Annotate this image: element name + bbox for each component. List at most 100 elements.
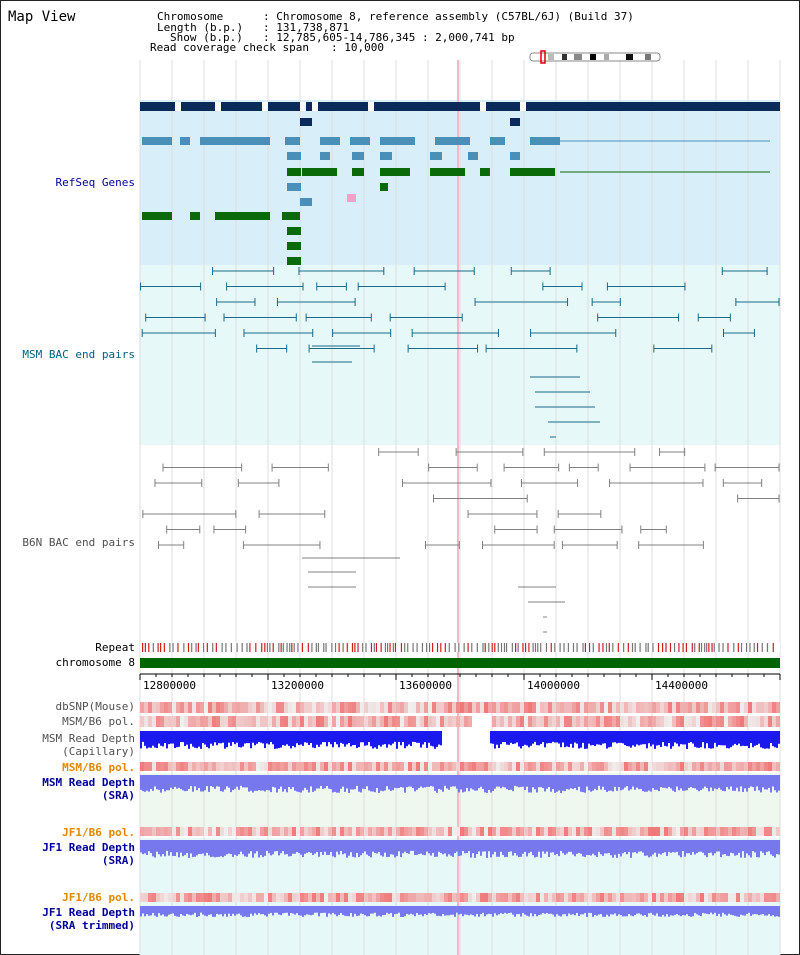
heat-cell bbox=[716, 702, 720, 713]
track-label-refseq[interactable]: RefSeq Genes bbox=[55, 176, 135, 189]
depth-bar bbox=[430, 775, 432, 786]
heat-cell bbox=[336, 827, 340, 836]
track-label-msm-read-cap-1[interactable]: MSM Read Depth bbox=[42, 732, 135, 745]
depth-bar bbox=[376, 906, 378, 917]
heat-cell bbox=[528, 702, 532, 713]
depth-bar bbox=[144, 775, 146, 792]
depth-bar bbox=[308, 906, 310, 915]
depth-bar bbox=[568, 775, 570, 790]
heat-cell bbox=[432, 702, 436, 713]
heat-cell bbox=[380, 827, 384, 836]
heat-cell bbox=[624, 827, 628, 836]
heat-cell bbox=[408, 762, 412, 771]
heat-cell bbox=[372, 702, 376, 713]
depth-bar bbox=[638, 840, 640, 852]
depth-bar bbox=[702, 775, 704, 789]
depth-bar bbox=[738, 731, 740, 744]
track-label-repeat[interactable]: Repeat bbox=[95, 641, 135, 654]
depth-bar bbox=[194, 840, 196, 857]
depth-bar bbox=[192, 906, 194, 915]
track-label-b6n-bac[interactable]: B6N BAC end pairs bbox=[22, 536, 135, 549]
heat-cell bbox=[440, 893, 444, 902]
heat-cell bbox=[376, 762, 380, 771]
depth-bar bbox=[674, 731, 676, 743]
repeat-mark bbox=[163, 643, 165, 652]
heat-cell bbox=[544, 702, 548, 713]
heat-cell bbox=[580, 893, 584, 902]
gene-exon bbox=[490, 137, 505, 145]
heat-cell bbox=[752, 893, 756, 902]
repeat-mark bbox=[685, 643, 687, 652]
depth-bar bbox=[204, 906, 206, 916]
depth-bar bbox=[726, 840, 728, 856]
heat-cell bbox=[680, 716, 684, 727]
depth-bar bbox=[600, 840, 602, 855]
depth-bar bbox=[598, 775, 600, 786]
depth-bar bbox=[334, 775, 336, 792]
depth-bar bbox=[286, 840, 288, 855]
depth-bar bbox=[184, 775, 186, 792]
depth-bar bbox=[302, 731, 304, 746]
depth-bar bbox=[672, 840, 674, 853]
depth-bar bbox=[358, 840, 360, 858]
track-label-msm-read-sra-1[interactable]: MSM Read Depth bbox=[42, 776, 135, 789]
heat-cell bbox=[276, 827, 280, 836]
depth-bar bbox=[628, 840, 630, 852]
heat-cell bbox=[748, 893, 752, 902]
heat-cell bbox=[608, 716, 612, 727]
depth-bar bbox=[714, 906, 716, 913]
depth-bar bbox=[156, 775, 158, 790]
heat-cell bbox=[188, 702, 192, 713]
heat-cell bbox=[300, 893, 304, 902]
gene-gap bbox=[215, 102, 221, 111]
track-label-msm-b6-pol-2[interactable]: MSM/B6 pol. bbox=[62, 761, 135, 774]
depth-bar bbox=[494, 840, 496, 852]
depth-bar bbox=[266, 906, 268, 917]
heat-cell bbox=[568, 762, 572, 771]
heat-cell bbox=[184, 827, 188, 836]
track-label-chromosome[interactable]: chromosome 8 bbox=[55, 656, 135, 669]
heat-cell bbox=[172, 702, 176, 713]
depth-bar bbox=[660, 906, 662, 917]
heat-cell bbox=[424, 893, 428, 902]
heat-cell bbox=[660, 762, 664, 771]
track-label-jf1-read-1[interactable]: JF1 Read Depth bbox=[42, 841, 135, 854]
heat-cell bbox=[640, 762, 644, 771]
track-label-msm-bac[interactable]: MSM BAC end pairs bbox=[22, 348, 135, 361]
repeat-mark bbox=[297, 643, 299, 652]
heat-cell bbox=[652, 893, 656, 902]
depth-bar bbox=[554, 906, 556, 917]
depth-bar bbox=[464, 840, 466, 854]
depth-bar bbox=[376, 775, 378, 788]
depth-bar bbox=[640, 775, 642, 789]
heat-cell bbox=[392, 702, 396, 713]
heat-cell bbox=[368, 762, 372, 771]
heat-cell bbox=[220, 716, 224, 727]
repeat-mark bbox=[503, 643, 506, 652]
repeat-mark bbox=[550, 643, 552, 652]
depth-bar bbox=[612, 840, 614, 858]
track-label-jf1-trim-1[interactable]: JF1 Read Depth bbox=[42, 906, 135, 919]
repeat-mark bbox=[634, 643, 636, 652]
depth-bar bbox=[630, 906, 632, 916]
heat-cell bbox=[208, 893, 212, 902]
heat-cell bbox=[296, 827, 300, 836]
track-label-jf1-b6-pol[interactable]: JF1/B6 pol. bbox=[62, 826, 135, 839]
track-label-dbsnp[interactable]: dbSNP(Mouse) bbox=[55, 700, 135, 713]
heat-cell bbox=[680, 893, 684, 902]
depth-bar bbox=[720, 731, 722, 746]
track-label-jf1-b6-pol-2[interactable]: JF1/B6 pol. bbox=[62, 891, 135, 904]
depth-bar bbox=[724, 840, 726, 854]
heat-cell bbox=[172, 893, 176, 902]
depth-bar bbox=[166, 775, 168, 791]
depth-bar bbox=[684, 840, 686, 857]
heat-cell bbox=[664, 716, 668, 727]
repeat-mark bbox=[761, 643, 763, 652]
heat-cell bbox=[396, 716, 400, 727]
depth-bar bbox=[244, 906, 246, 917]
track-label-msm-b6-pol[interactable]: MSM/B6 pol. bbox=[62, 715, 135, 728]
heat-cell bbox=[580, 716, 584, 727]
depth-bar bbox=[642, 731, 644, 745]
repeat-mark bbox=[491, 643, 493, 652]
